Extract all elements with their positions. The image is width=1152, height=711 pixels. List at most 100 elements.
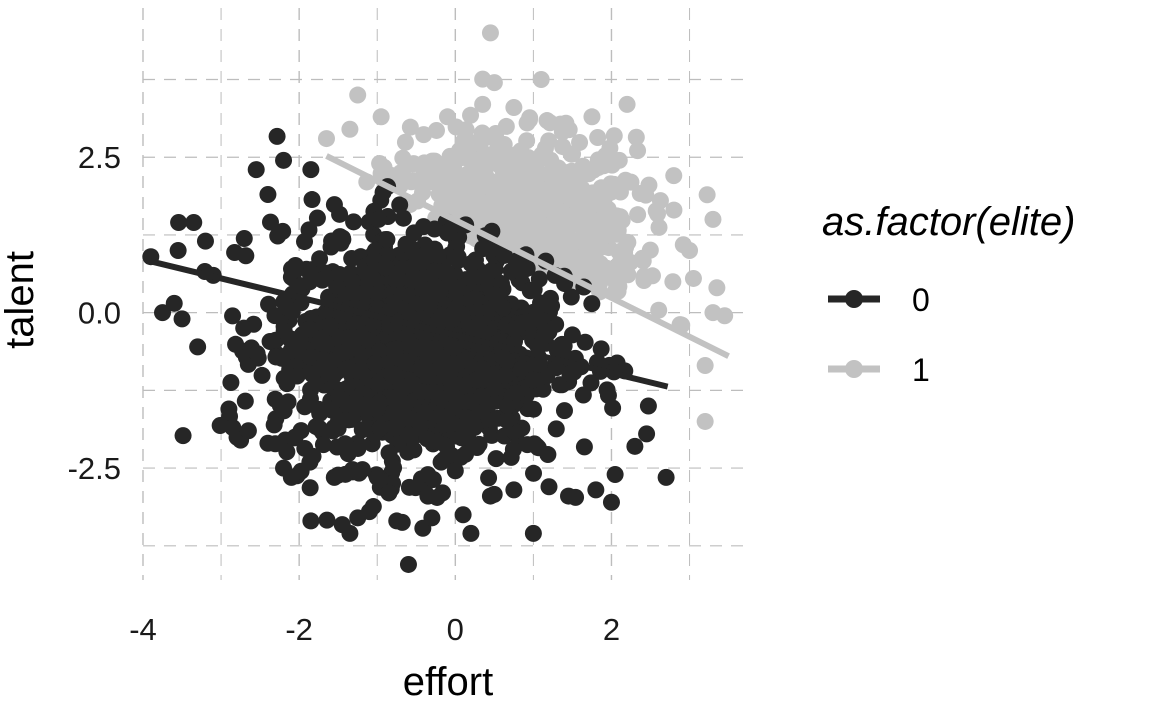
point-series-0 (470, 314, 488, 332)
point-series-0 (235, 230, 253, 248)
point-series-1 (610, 277, 628, 295)
point-series-0 (531, 336, 549, 354)
point-series-0 (481, 487, 499, 505)
point-series-0 (296, 398, 314, 416)
point-series-0 (260, 295, 278, 313)
point-series-0 (429, 388, 447, 406)
point-series-1 (533, 216, 551, 234)
point-series-1 (509, 225, 527, 243)
x-tick-label: 2 (603, 612, 620, 647)
point-series-1 (564, 145, 582, 163)
legend-item-1: 1 (828, 352, 930, 388)
point-series-0 (560, 487, 578, 505)
point-series-1 (427, 121, 445, 139)
point-series-0 (419, 466, 437, 484)
point-series-0 (626, 437, 644, 455)
legend-key-point-0 (845, 290, 863, 308)
point-series-0 (438, 437, 456, 455)
fit-line-series-0 (146, 257, 669, 390)
point-series-0 (530, 270, 548, 288)
point-series-0 (248, 345, 266, 363)
point-series-0 (587, 481, 605, 499)
point-series-0 (419, 487, 437, 505)
point-series-1 (610, 151, 628, 169)
legend-label-0: 0 (912, 282, 930, 318)
point-series-0 (513, 360, 531, 378)
point-series-0 (447, 300, 465, 318)
point-series-0 (314, 436, 332, 454)
point-series-0 (370, 393, 388, 411)
point-series-0 (301, 479, 319, 497)
point-series-0 (336, 435, 354, 453)
point-series-0 (519, 400, 537, 418)
point-series-0 (350, 464, 368, 482)
point-series-0 (224, 307, 242, 325)
point-series-0 (459, 409, 477, 427)
point-series-0 (413, 253, 431, 271)
point-series-0 (431, 407, 449, 425)
point-series-0 (286, 256, 304, 274)
point-series-1 (375, 164, 393, 182)
point-series-0 (360, 503, 378, 521)
point-series-0 (583, 295, 601, 313)
point-series-0 (638, 425, 656, 443)
point-series-0 (468, 371, 486, 389)
point-series-1 (649, 205, 667, 223)
point-series-1 (471, 172, 489, 190)
point-series-0 (239, 422, 257, 440)
point-series-1 (445, 175, 463, 193)
point-series-0 (462, 524, 480, 542)
point-series-0 (235, 319, 253, 337)
point-series-1 (580, 165, 598, 183)
point-series-1 (520, 111, 538, 129)
point-series-0 (446, 462, 464, 480)
point-series-0 (403, 337, 421, 355)
point-series-0 (504, 440, 522, 458)
point-series-1 (462, 106, 480, 124)
point-series-1 (505, 98, 523, 116)
point-series-0 (300, 221, 318, 239)
point-series-0 (301, 348, 319, 366)
point-series-0 (360, 270, 378, 288)
point-series-0 (482, 262, 500, 280)
point-series-1 (608, 207, 626, 225)
point-series-0 (308, 209, 326, 227)
point-series-0 (170, 214, 188, 232)
point-series-1 (423, 173, 441, 191)
point-series-0 (397, 353, 415, 371)
point-series-0 (487, 286, 505, 304)
point-series-1 (439, 108, 456, 126)
point-series-0 (318, 511, 336, 529)
point-series-1 (485, 74, 503, 92)
point-series-0 (525, 435, 543, 453)
point-series-0 (399, 555, 417, 573)
point-series-0 (280, 329, 298, 347)
point-series-1 (603, 224, 621, 242)
point-series-0 (575, 438, 593, 456)
point-series-0 (366, 355, 384, 373)
point-series-0 (483, 367, 501, 385)
point-series-1 (634, 252, 652, 270)
point-series-0 (386, 295, 404, 313)
point-series-1 (474, 95, 492, 113)
point-series-1 (596, 147, 614, 165)
point-series-1 (520, 200, 538, 218)
point-series-0 (286, 428, 304, 446)
point-series-1 (508, 212, 526, 230)
point-series-0 (301, 273, 319, 291)
point-series-0 (438, 367, 456, 385)
point-series-1 (612, 243, 630, 261)
point-series-0 (196, 232, 214, 250)
point-series-0 (174, 427, 192, 445)
point-series-0 (247, 161, 265, 179)
point-series-0 (378, 246, 396, 264)
point-series-0 (353, 421, 371, 439)
point-series-1 (541, 114, 559, 132)
y-tick-label: 2.5 (78, 140, 121, 175)
point-series-0 (302, 512, 320, 530)
point-series-0 (279, 393, 297, 411)
point-series-0 (498, 411, 516, 429)
point-series-0 (173, 310, 191, 328)
point-series-1 (629, 142, 647, 160)
point-series-1 (622, 173, 640, 191)
